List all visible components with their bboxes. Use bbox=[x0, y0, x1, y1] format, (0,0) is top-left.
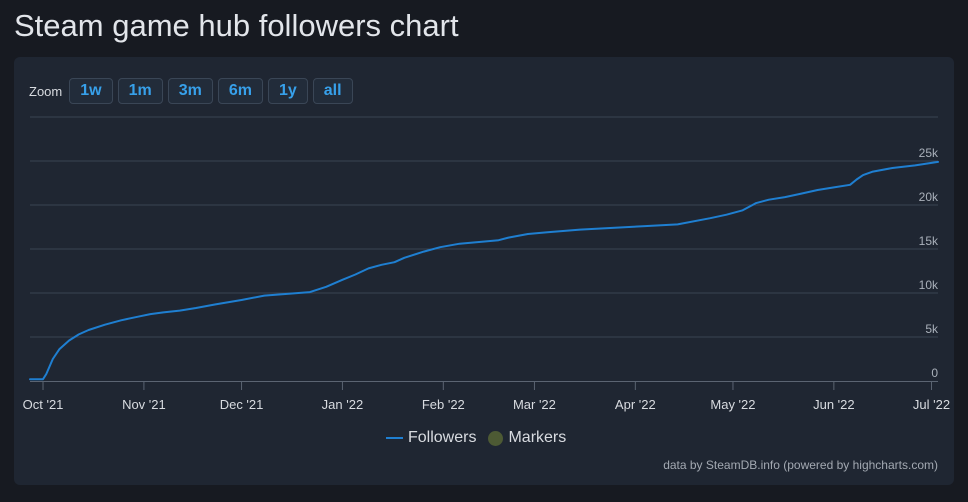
zoom-1y-button[interactable]: 1y bbox=[267, 78, 308, 104]
x-tick-label: Oct '21 bbox=[23, 397, 64, 412]
zoom-1w-button[interactable]: 1w bbox=[69, 78, 113, 104]
y-tick-label: 15k bbox=[919, 234, 939, 248]
legend-line-swatch bbox=[386, 437, 403, 439]
legend-label-followers: Followers bbox=[408, 429, 477, 446]
page-title: Steam game hub followers chart bbox=[14, 8, 459, 43]
credits-text[interactable]: data by SteamDB.info (powered by highcha… bbox=[663, 458, 938, 472]
x-tick-label: Feb '22 bbox=[422, 397, 465, 412]
zoom-controls: Zoom 1w 1m 3m 6m 1y all bbox=[29, 77, 358, 105]
x-tick-label: Dec '21 bbox=[220, 397, 264, 412]
zoom-1m-button[interactable]: 1m bbox=[117, 78, 163, 104]
series-line-followers bbox=[29, 160, 939, 381]
legend-dot-swatch bbox=[488, 430, 504, 446]
x-tick-label: Apr '22 bbox=[615, 397, 656, 412]
legend-label-markers: Markers bbox=[508, 429, 567, 446]
y-tick-label: 0 bbox=[931, 366, 938, 380]
chart-legend: Followers Markers bbox=[386, 429, 578, 447]
legend-item-markers[interactable]: Markers bbox=[488, 429, 566, 447]
y-tick-label: 10k bbox=[919, 278, 939, 292]
followers-chart[interactable]: 0 5k 10k 15k 20k 25k Oct '21 Nov '21 Dec '21 Jan … bbox=[14, 57, 954, 485]
y-tick-label: 25k bbox=[919, 146, 939, 160]
zoom-3m-button[interactable]: 3m bbox=[167, 78, 213, 104]
x-tick-label: Nov '21 bbox=[122, 397, 166, 412]
chart-panel: Zoom 1w 1m 3m 6m 1y all 0 5k 10k 15k 20k 25k O… bbox=[14, 57, 954, 485]
y-tick-label: 5k bbox=[925, 322, 939, 336]
legend-item-followers[interactable]: Followers bbox=[386, 429, 476, 447]
zoom-label: Zoom bbox=[29, 83, 63, 99]
zoom-all-button[interactable]: all bbox=[312, 78, 353, 104]
x-tick-label: Jul '22 bbox=[913, 397, 950, 412]
y-tick-label: 20k bbox=[919, 190, 939, 204]
x-tick-label: May '22 bbox=[710, 397, 755, 412]
zoom-6m-button[interactable]: 6m bbox=[217, 78, 263, 104]
x-tick-label: Jun '22 bbox=[813, 397, 855, 412]
x-tick-label: Jan '22 bbox=[322, 397, 364, 412]
x-tick-label: Mar '22 bbox=[513, 397, 556, 412]
